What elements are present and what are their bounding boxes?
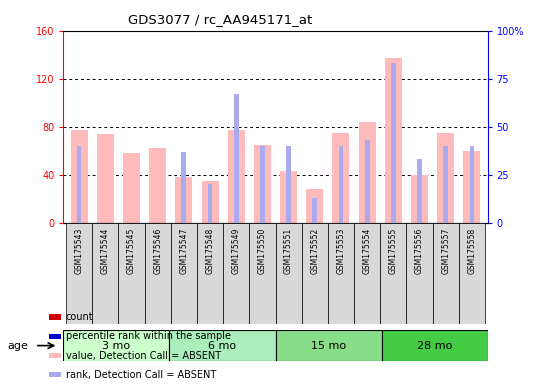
Bar [302, 223, 328, 324]
Bar [306, 189, 323, 223]
Bar [171, 223, 197, 324]
Text: 3 mo: 3 mo [102, 341, 131, 351]
Bar [77, 146, 82, 223]
Bar [49, 353, 61, 358]
Bar [459, 223, 485, 324]
Text: GSM175557: GSM175557 [441, 228, 450, 274]
Text: GSM175545: GSM175545 [127, 228, 136, 274]
Bar [254, 145, 271, 223]
Bar [123, 153, 140, 223]
Bar [249, 223, 276, 324]
Bar [463, 151, 480, 223]
Bar [276, 223, 302, 324]
Bar [365, 140, 370, 223]
Text: GSM175555: GSM175555 [389, 228, 398, 274]
Bar [234, 94, 239, 223]
Bar [49, 314, 61, 320]
Bar [144, 223, 171, 324]
Bar [223, 223, 249, 324]
Text: GSM175548: GSM175548 [206, 228, 214, 274]
Bar [260, 146, 265, 223]
Bar [385, 58, 402, 223]
Bar [118, 223, 144, 324]
Text: GSM175547: GSM175547 [179, 228, 188, 274]
Bar [417, 159, 422, 223]
Bar [71, 130, 88, 223]
Text: GSM175543: GSM175543 [74, 228, 84, 274]
Text: GSM175551: GSM175551 [284, 228, 293, 274]
Text: count: count [66, 312, 94, 322]
Bar [49, 334, 61, 339]
Bar [380, 223, 407, 324]
Bar [208, 184, 212, 223]
Bar [437, 133, 454, 223]
Text: GSM175554: GSM175554 [363, 228, 372, 274]
Bar [381, 330, 488, 361]
Bar [175, 177, 192, 223]
Bar [433, 223, 459, 324]
Bar [332, 133, 349, 223]
Bar [354, 223, 380, 324]
Bar [312, 198, 317, 223]
Bar [92, 223, 118, 324]
Bar [97, 134, 114, 223]
Bar [202, 181, 219, 223]
Text: rank, Detection Call = ABSENT: rank, Detection Call = ABSENT [66, 370, 216, 380]
Text: GSM175550: GSM175550 [258, 228, 267, 274]
Bar [149, 148, 166, 223]
Text: GSM175552: GSM175552 [310, 228, 319, 274]
Text: age: age [8, 341, 29, 351]
Text: 6 mo: 6 mo [208, 341, 236, 351]
Bar [49, 372, 61, 377]
Text: percentile rank within the sample: percentile rank within the sample [66, 331, 231, 341]
Bar [328, 223, 354, 324]
Text: 15 mo: 15 mo [311, 341, 346, 351]
Text: GSM175549: GSM175549 [232, 228, 241, 274]
Bar [280, 171, 297, 223]
Text: GSM175553: GSM175553 [337, 228, 345, 274]
Bar [228, 130, 245, 223]
Bar [63, 330, 170, 361]
Bar [444, 146, 448, 223]
Bar [170, 330, 276, 361]
Bar [469, 146, 474, 223]
Text: GSM175546: GSM175546 [153, 228, 162, 274]
Bar [276, 330, 381, 361]
Text: 28 mo: 28 mo [417, 341, 452, 351]
Text: GSM175556: GSM175556 [415, 228, 424, 274]
Text: GSM175544: GSM175544 [101, 228, 110, 274]
Text: GSM175558: GSM175558 [467, 228, 477, 274]
Bar [391, 63, 396, 223]
Bar [339, 146, 343, 223]
Bar [66, 223, 92, 324]
Bar [407, 223, 433, 324]
Bar [411, 175, 428, 223]
Bar [197, 223, 223, 324]
Bar [359, 122, 376, 223]
Bar [286, 146, 291, 223]
Text: GDS3077 / rc_AA945171_at: GDS3077 / rc_AA945171_at [128, 13, 312, 26]
Text: value, Detection Call = ABSENT: value, Detection Call = ABSENT [66, 351, 221, 361]
Bar [181, 152, 186, 223]
